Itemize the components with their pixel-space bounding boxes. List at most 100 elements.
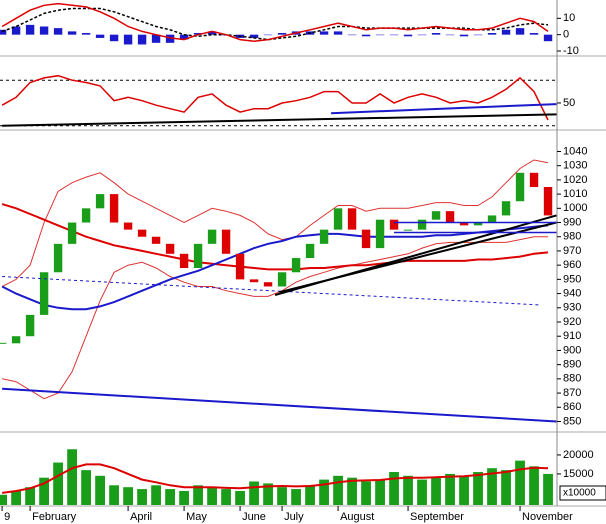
y-tick-label: 880 xyxy=(563,373,581,385)
candle xyxy=(179,253,189,268)
histogram-bar xyxy=(529,33,539,35)
x-tick-label: April xyxy=(130,511,152,523)
volume-bar xyxy=(501,470,511,505)
candle xyxy=(529,172,539,187)
y-tick-label: 910 xyxy=(563,330,581,342)
histogram-bar xyxy=(347,34,357,36)
y-tick-label: 970 xyxy=(563,245,581,257)
volume-bar xyxy=(333,475,343,505)
histogram-bar xyxy=(207,31,217,35)
histogram-bar xyxy=(487,33,497,35)
volume-bar xyxy=(137,489,147,505)
histogram-bar xyxy=(417,34,427,36)
candle xyxy=(333,208,343,230)
candle xyxy=(53,243,63,273)
trend-line xyxy=(2,113,557,127)
y-tick-label: 930 xyxy=(563,302,581,314)
histogram-bar xyxy=(445,34,455,36)
histogram-bar xyxy=(319,31,329,35)
histogram-bar xyxy=(67,31,77,35)
histogram-bar xyxy=(263,34,273,36)
x-tick-label: November xyxy=(522,511,573,523)
indicator-line xyxy=(1,236,548,400)
indicator-line xyxy=(1,74,549,121)
volume-bar xyxy=(417,479,427,505)
histogram-bar xyxy=(39,26,49,35)
histogram-bar xyxy=(81,33,91,35)
volume-bar xyxy=(179,490,189,505)
volume-bar xyxy=(81,470,91,505)
x-tick-label: June xyxy=(242,511,266,523)
y-tick-label: 920 xyxy=(563,316,581,328)
candle xyxy=(515,172,525,202)
volume-bar xyxy=(473,472,483,505)
indicator-line xyxy=(1,224,549,311)
volume-bar xyxy=(347,477,357,505)
y-tick-label: 1010 xyxy=(563,188,587,200)
y-tick-label: 20000 xyxy=(563,449,594,461)
histogram-bar xyxy=(151,34,161,43)
volume-bar xyxy=(389,472,399,505)
volume-bar xyxy=(291,489,301,505)
candle xyxy=(67,222,77,244)
y-tick-label: 0 xyxy=(563,29,569,41)
histogram-bar xyxy=(389,34,399,36)
candle xyxy=(375,219,385,249)
y-tick-label: 940 xyxy=(563,287,581,299)
candle xyxy=(501,201,511,216)
y-tick-label: 15000 xyxy=(563,468,594,480)
candle xyxy=(277,272,287,287)
indicator-line xyxy=(1,2,549,42)
volume-bar xyxy=(305,485,315,505)
volume-bar xyxy=(529,466,539,505)
candle xyxy=(221,229,231,254)
histogram-bar xyxy=(403,34,413,37)
x-tick-label: September xyxy=(410,511,464,523)
volume-bar xyxy=(431,477,441,505)
volume-bar xyxy=(459,475,469,505)
histogram-bar xyxy=(543,34,553,42)
candle xyxy=(445,211,455,223)
candle xyxy=(235,253,245,280)
y-tick-label: 50 xyxy=(563,97,575,109)
volume-bar xyxy=(109,485,119,505)
y-tick-label: 1040 xyxy=(563,145,587,157)
candle xyxy=(403,229,413,231)
candle xyxy=(417,219,427,230)
candle xyxy=(95,194,105,209)
volume-bar xyxy=(515,460,525,505)
candle xyxy=(361,229,371,249)
candle xyxy=(151,236,161,244)
candle xyxy=(165,243,175,254)
x-tick-label: August xyxy=(340,511,374,523)
volume-bar xyxy=(487,468,497,505)
histogram-bar xyxy=(501,29,511,35)
candle xyxy=(459,222,469,226)
candle xyxy=(319,229,329,244)
y-tick-label: 960 xyxy=(563,259,581,271)
volume-bar xyxy=(249,481,259,505)
histogram-bar xyxy=(137,34,147,45)
volume-bar xyxy=(445,473,455,505)
candle xyxy=(11,336,21,344)
candle xyxy=(123,222,133,230)
indicator-line xyxy=(1,203,549,271)
volume-bar xyxy=(361,481,371,505)
histogram-bar xyxy=(165,34,175,43)
histogram-bar xyxy=(25,24,35,35)
volume-bar xyxy=(319,479,329,505)
candle xyxy=(25,314,35,337)
volume-bar xyxy=(263,483,273,505)
volume-bar xyxy=(277,487,287,505)
candle xyxy=(305,243,315,259)
candle xyxy=(193,243,203,268)
histogram-bar xyxy=(11,26,21,35)
x-tick-label: February xyxy=(32,511,77,523)
trend-line xyxy=(279,221,557,294)
histogram-bar xyxy=(109,34,119,42)
y-tick-label: 1030 xyxy=(563,160,587,172)
unit-label: x10000 xyxy=(563,488,596,499)
y-tick-label: 860 xyxy=(563,401,581,413)
y-tick-label: -10 xyxy=(563,45,579,57)
